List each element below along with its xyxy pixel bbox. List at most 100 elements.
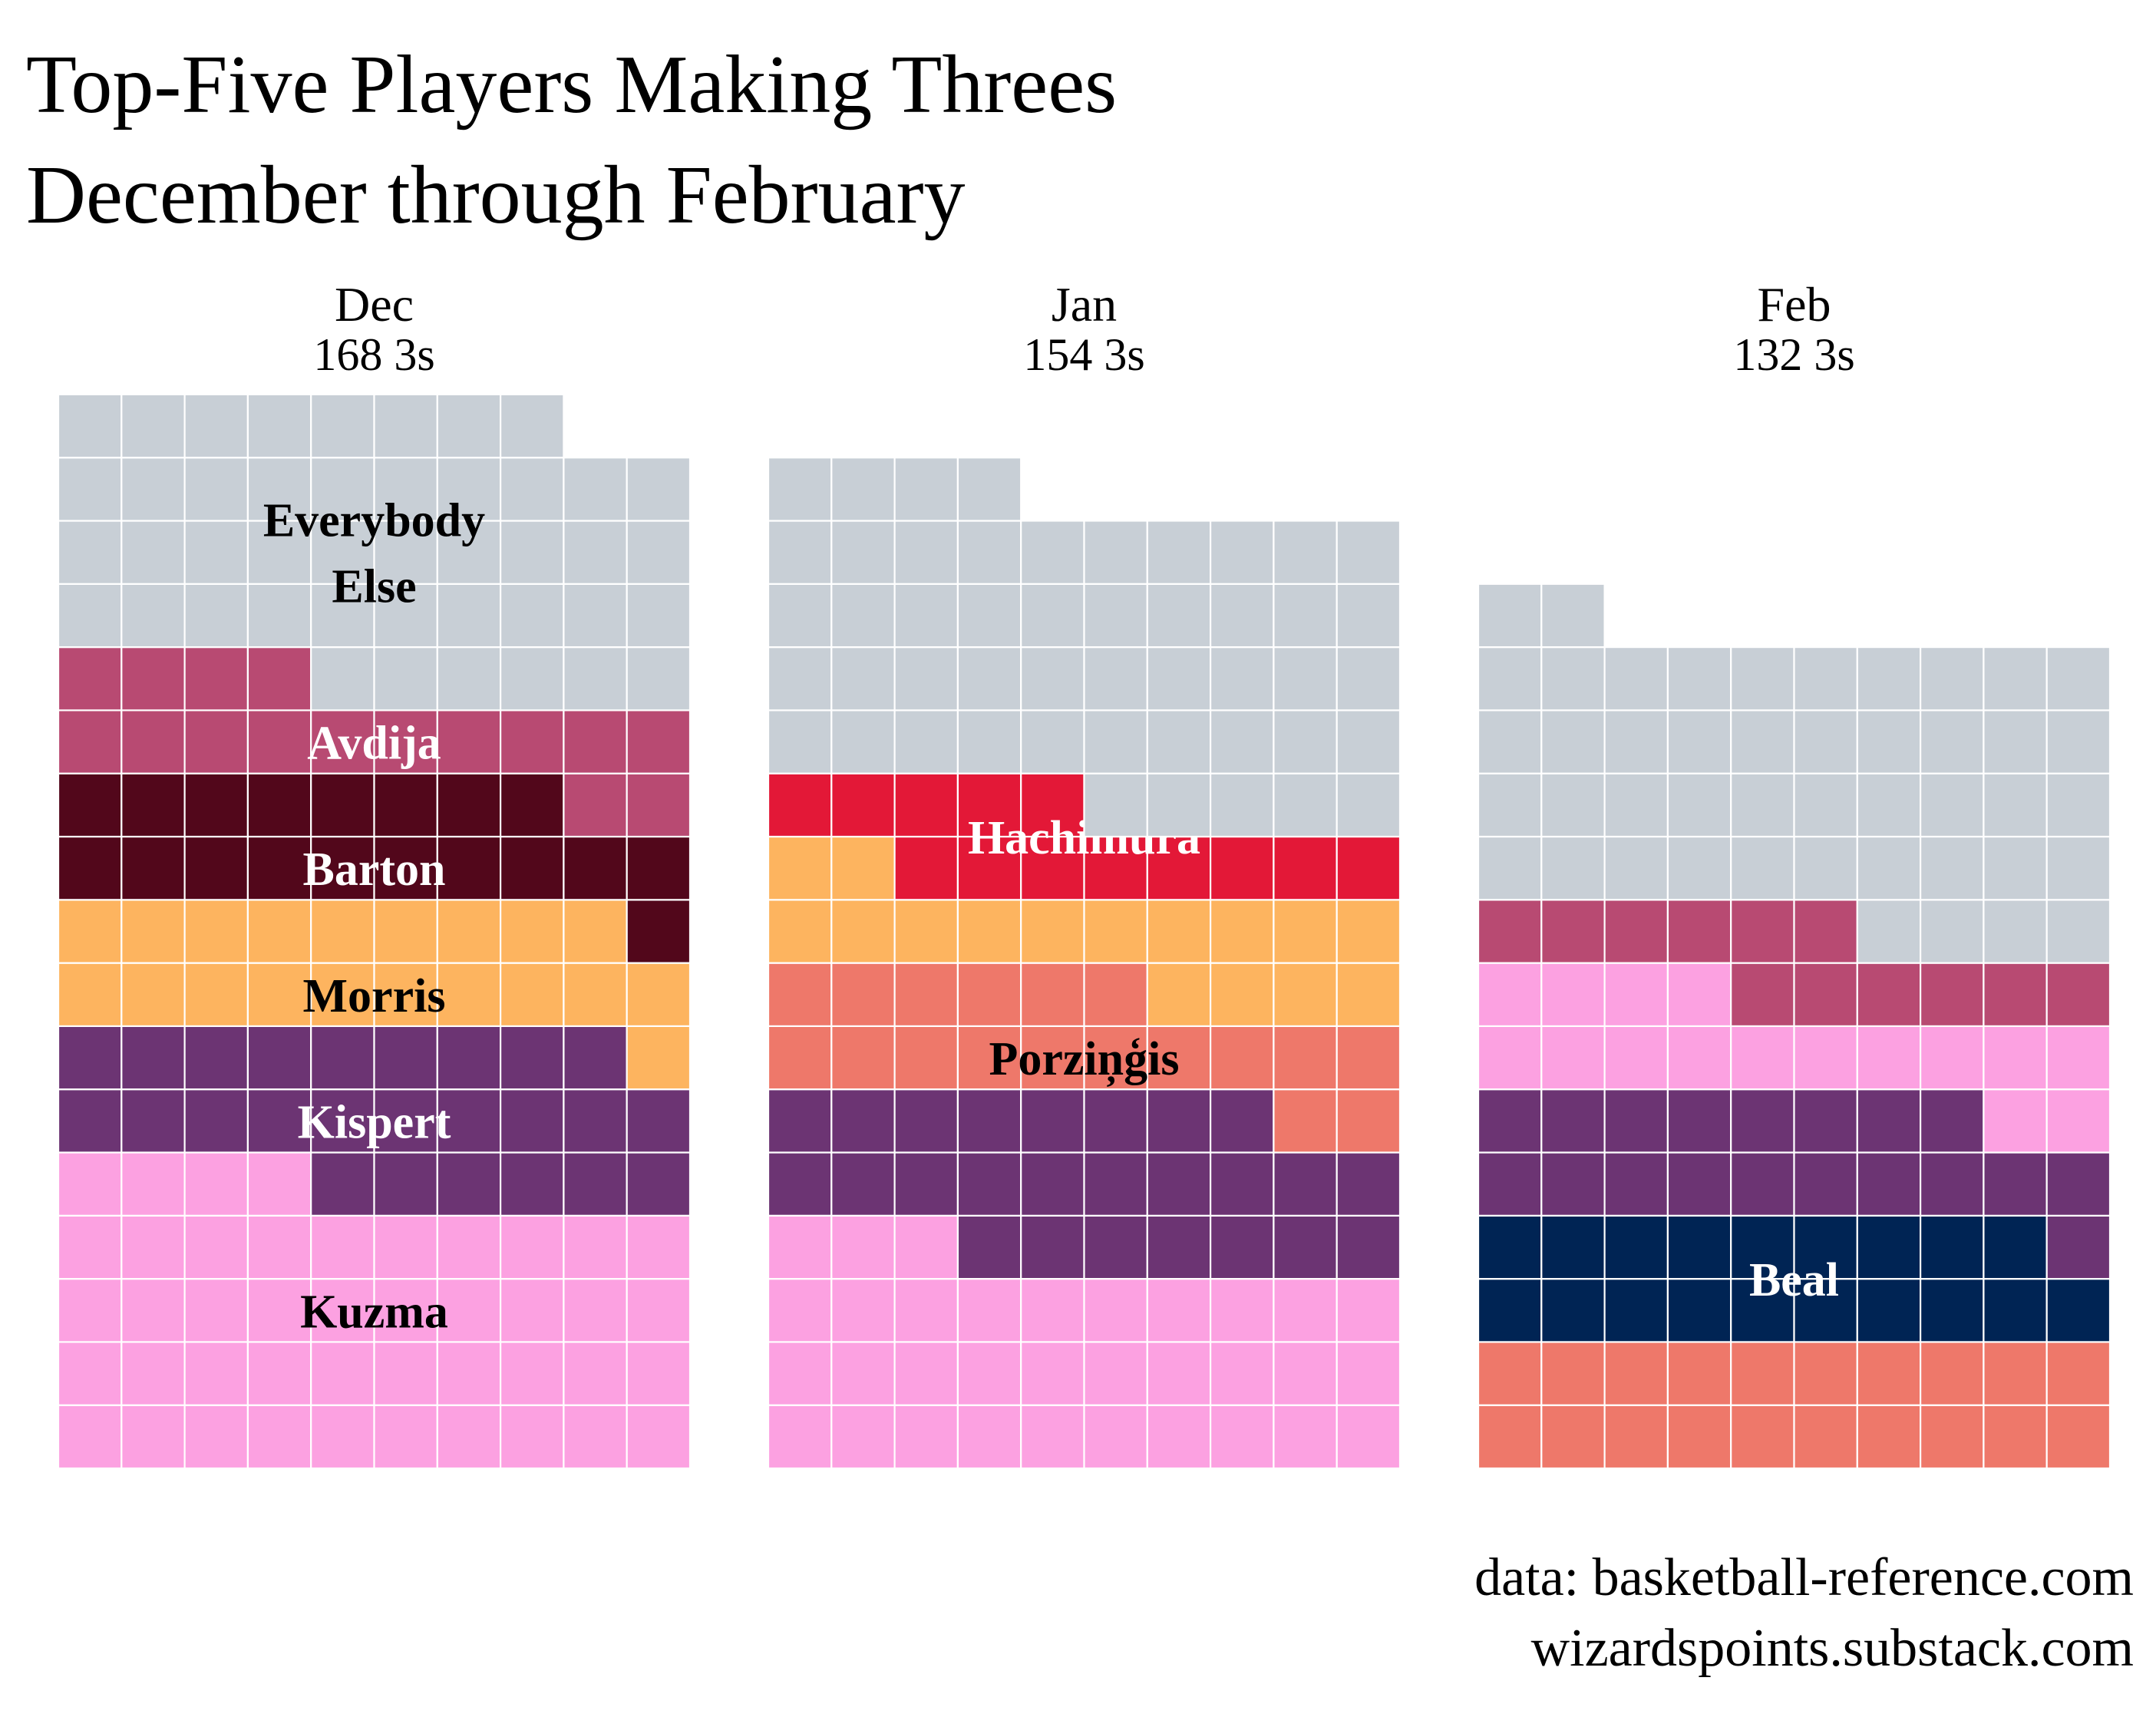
waffle-cell bbox=[246, 1341, 312, 1406]
waffle-cell bbox=[1083, 772, 1148, 838]
waffle-cell bbox=[1666, 899, 1732, 964]
segment-unlabeled bbox=[1477, 962, 2111, 1154]
waffle-cell bbox=[57, 1151, 123, 1217]
waffle-cell bbox=[1856, 646, 1922, 712]
waffle-cell bbox=[1666, 1025, 1732, 1091]
waffle-cell bbox=[830, 1214, 896, 1280]
waffle-cell bbox=[626, 772, 692, 838]
waffle-cell bbox=[246, 1088, 312, 1154]
waffle-cell bbox=[1603, 772, 1669, 838]
waffle-cell bbox=[1146, 1341, 1212, 1406]
waffle-cell bbox=[246, 962, 312, 1027]
segment-unlabeled bbox=[767, 457, 1402, 838]
waffle-cell bbox=[767, 899, 833, 964]
waffle-cell bbox=[436, 583, 502, 649]
waffle-cell bbox=[57, 1025, 123, 1091]
waffle-cell bbox=[499, 1025, 565, 1091]
waffle-cell bbox=[1020, 520, 1085, 585]
segment-hachimura: Hachimura bbox=[767, 772, 1402, 901]
waffle-cell bbox=[1856, 1277, 1922, 1343]
waffle-cell bbox=[57, 1404, 123, 1470]
waffle-cell bbox=[830, 583, 896, 649]
waffle-cell bbox=[1273, 1088, 1338, 1154]
waffle-cell bbox=[183, 520, 249, 585]
panel-total-label: 132 3s bbox=[1733, 329, 1854, 380]
waffle-cell bbox=[1273, 520, 1338, 585]
waffle-cell bbox=[310, 1025, 375, 1091]
waffle-cell bbox=[1983, 1025, 2048, 1091]
waffle-cell bbox=[373, 1151, 438, 1217]
waffle-cell bbox=[626, 1088, 692, 1154]
waffle-cell bbox=[246, 772, 312, 838]
waffle-cell bbox=[1920, 962, 1985, 1027]
waffle-cell bbox=[1603, 1151, 1669, 1217]
waffle-cell bbox=[1730, 1404, 1795, 1470]
waffle-cell bbox=[1083, 1404, 1148, 1470]
waffle-cell bbox=[1666, 1277, 1732, 1343]
waffle-cell bbox=[373, 1341, 438, 1406]
waffle-cell bbox=[563, 457, 628, 522]
waffle-cell bbox=[2045, 1404, 2111, 1470]
waffle-cell bbox=[626, 899, 692, 964]
chart-title-line-1: Top-Five Players Making Threes bbox=[26, 39, 1117, 130]
waffle-cell bbox=[563, 1088, 628, 1154]
waffle-cell bbox=[1983, 1151, 2048, 1217]
waffle-cell bbox=[1209, 646, 1275, 712]
waffle-cell bbox=[893, 1214, 959, 1280]
waffle-cell bbox=[183, 393, 249, 459]
waffle-cell bbox=[956, 1151, 1022, 1217]
waffle-cell bbox=[121, 772, 186, 838]
waffle-cell bbox=[436, 393, 502, 459]
waffle-cell bbox=[1730, 772, 1795, 838]
waffle-cell bbox=[183, 1341, 249, 1406]
waffle-cell bbox=[1856, 772, 1922, 838]
waffle-cell bbox=[373, 772, 438, 838]
waffle-cell bbox=[1603, 962, 1669, 1027]
waffle-cell bbox=[2045, 1025, 2111, 1091]
waffle-cell bbox=[1666, 1214, 1732, 1280]
waffle-cell bbox=[1020, 835, 1085, 901]
waffle-cell bbox=[1083, 1341, 1148, 1406]
waffle-cell bbox=[1793, 1151, 1858, 1217]
waffle-cell bbox=[626, 1404, 692, 1470]
waffle-cell bbox=[121, 583, 186, 649]
waffle-cell bbox=[1477, 1151, 1543, 1217]
waffle-cell bbox=[767, 1088, 833, 1154]
waffle-cell bbox=[1540, 709, 1606, 774]
waffle-cell bbox=[1540, 646, 1606, 712]
waffle-cell bbox=[373, 1025, 438, 1091]
waffle-cell bbox=[1020, 646, 1085, 712]
waffle-cell bbox=[57, 899, 123, 964]
waffle-cell bbox=[436, 1025, 502, 1091]
segment-unlabeled bbox=[1477, 583, 2111, 964]
waffle-cell bbox=[1983, 962, 2048, 1027]
waffle-cell bbox=[1666, 1341, 1732, 1406]
waffle-cell bbox=[956, 772, 1022, 838]
waffle-cell bbox=[310, 899, 375, 964]
waffle-cell bbox=[1336, 1341, 1402, 1406]
waffle-cell bbox=[373, 520, 438, 585]
waffle-cell bbox=[121, 1404, 186, 1470]
waffle-cell bbox=[1336, 1088, 1402, 1154]
waffle-cell bbox=[1477, 1088, 1543, 1154]
waffle-cell bbox=[436, 1214, 502, 1280]
waffle-cell bbox=[1336, 835, 1402, 901]
waffle-cell bbox=[1146, 583, 1212, 649]
waffle-cell bbox=[767, 1341, 833, 1406]
waffle-cell bbox=[893, 646, 959, 712]
waffle-cell bbox=[1146, 646, 1212, 712]
waffle-cell bbox=[121, 393, 186, 459]
waffle-cell bbox=[183, 583, 249, 649]
waffle-cell bbox=[1540, 1214, 1606, 1280]
waffle-cell bbox=[1083, 520, 1148, 585]
segment-label: Kispert bbox=[298, 1096, 451, 1148]
waffle-cell bbox=[1603, 1341, 1669, 1406]
waffle-cell bbox=[956, 1088, 1022, 1154]
waffle-cell bbox=[1273, 1214, 1338, 1280]
waffle-cell bbox=[1209, 899, 1275, 964]
waffle-cell bbox=[246, 899, 312, 964]
waffle-cell bbox=[563, 1151, 628, 1217]
waffle-cell bbox=[1083, 1088, 1148, 1154]
waffle-cell bbox=[2045, 709, 2111, 774]
waffle-cell bbox=[1146, 1151, 1212, 1217]
